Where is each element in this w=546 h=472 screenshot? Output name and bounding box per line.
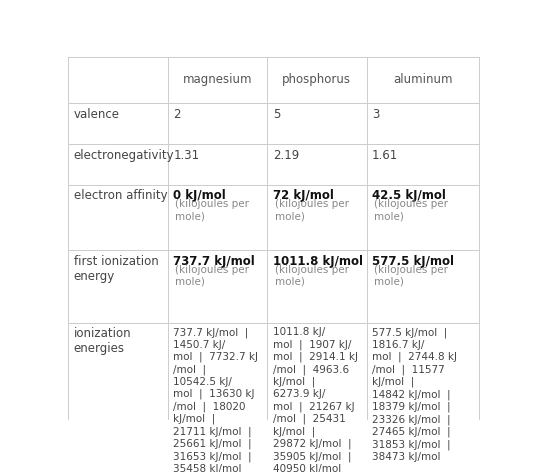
Text: 1011.8 kJ/
mol  |  1907 kJ/
mol  |  2914.1 kJ
/mol  |  4963.6
kJ/mol  |
6273.9 k: 1011.8 kJ/ mol | 1907 kJ/ mol | 2914.1 k… xyxy=(272,328,358,472)
Text: electronegativity: electronegativity xyxy=(74,149,174,161)
Text: (kilojoules per
mole): (kilojoules per mole) xyxy=(374,265,448,287)
Text: 5: 5 xyxy=(272,108,280,121)
Text: ionization
energies: ionization energies xyxy=(74,328,132,355)
Text: (kilojoules per
mole): (kilojoules per mole) xyxy=(175,200,250,221)
Text: 577.5 kJ/mol  |
1816.7 kJ/
mol  |  2744.8 kJ
/mol  |  11577
kJ/mol  |
14842 kJ/m: 577.5 kJ/mol | 1816.7 kJ/ mol | 2744.8 k… xyxy=(372,328,457,462)
Text: 2.19: 2.19 xyxy=(272,149,299,161)
Text: 72 kJ/mol: 72 kJ/mol xyxy=(272,189,334,202)
Text: 577.5 kJ/mol: 577.5 kJ/mol xyxy=(372,255,454,268)
Text: 1011.8 kJ/mol: 1011.8 kJ/mol xyxy=(272,255,363,268)
Text: first ionization
energy: first ionization energy xyxy=(74,255,158,283)
Text: 0 kJ/mol: 0 kJ/mol xyxy=(173,189,226,202)
Text: 2: 2 xyxy=(173,108,181,121)
Text: 737.7 kJ/mol: 737.7 kJ/mol xyxy=(173,255,255,268)
Text: 42.5 kJ/mol: 42.5 kJ/mol xyxy=(372,189,446,202)
Text: valence: valence xyxy=(74,108,120,121)
Text: (kilojoules per
mole): (kilojoules per mole) xyxy=(374,200,448,221)
Text: electron affinity: electron affinity xyxy=(74,189,168,202)
Text: (kilojoules per
mole): (kilojoules per mole) xyxy=(275,200,349,221)
Text: 1.61: 1.61 xyxy=(372,149,399,161)
Text: phosphorus: phosphorus xyxy=(282,74,351,86)
Text: (kilojoules per
mole): (kilojoules per mole) xyxy=(175,265,250,287)
Text: aluminum: aluminum xyxy=(393,74,453,86)
Text: 1.31: 1.31 xyxy=(173,149,199,161)
Text: magnesium: magnesium xyxy=(183,74,252,86)
Text: (kilojoules per
mole): (kilojoules per mole) xyxy=(275,265,349,287)
Text: 737.7 kJ/mol  |
1450.7 kJ/
mol  |  7732.7 kJ
/mol  |
10542.5 kJ/
mol  |  13630 k: 737.7 kJ/mol | 1450.7 kJ/ mol | 7732.7 k… xyxy=(173,328,258,472)
Text: 3: 3 xyxy=(372,108,379,121)
